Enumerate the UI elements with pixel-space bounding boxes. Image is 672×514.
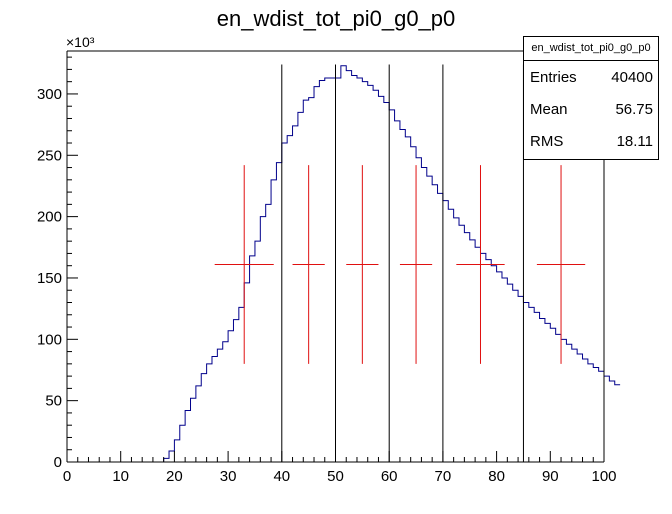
- x-tick-label: 60: [381, 468, 398, 485]
- x-tick-label: 20: [166, 468, 183, 485]
- x-tick-label: 100: [591, 468, 616, 485]
- error-point-4: [399, 165, 433, 364]
- error-point-1: [214, 165, 274, 364]
- x-tick-label: 30: [220, 468, 237, 485]
- x-tick-label: 10: [112, 468, 129, 485]
- stats-rms-label: RMS: [530, 133, 564, 150]
- stats-mean-label: Mean: [530, 101, 568, 118]
- chart-title: en_wdist_tot_pi0_g0_p0: [216, 6, 456, 31]
- x-tick-label: 70: [435, 468, 452, 485]
- y-tick-label: 200: [37, 209, 62, 226]
- y-tick-label: 0: [54, 454, 62, 471]
- error-point-2: [292, 165, 325, 364]
- stats-mean-value: 56.75: [615, 101, 653, 118]
- y-tick-label: 150: [37, 270, 62, 287]
- stats-rms-value: 18.11: [616, 133, 653, 150]
- x-tick-label: 50: [327, 468, 344, 485]
- y-tick-label: 300: [37, 86, 62, 103]
- y-tick-label: 50: [45, 393, 62, 410]
- error-point-6: [536, 165, 586, 364]
- stats-box-title: en_wdist_tot_pi0_g0_p0: [524, 37, 658, 61]
- y-tick-label: 250: [37, 147, 62, 164]
- stats-box: en_wdist_tot_pi0_g0_p0 Entries 40400 Mea…: [523, 36, 659, 160]
- error-point-5: [456, 165, 505, 364]
- stats-entries-label: Entries: [530, 69, 577, 86]
- error-point-3: [346, 165, 379, 364]
- stats-rms-row: RMS 18.11: [524, 125, 658, 157]
- x-tick-label: 0: [63, 468, 71, 485]
- x-tick-label: 80: [488, 468, 505, 485]
- stats-entries-row: Entries 40400: [524, 61, 658, 93]
- stats-mean-row: Mean 56.75: [524, 93, 658, 125]
- x-tick-label: 90: [542, 468, 559, 485]
- x-tick-label: 40: [273, 468, 290, 485]
- y-tick-label: 100: [37, 331, 62, 348]
- stats-entries-value: 40400: [611, 69, 653, 86]
- histogram-series: [67, 65, 621, 463]
- y-exponent-label: ×10³: [66, 34, 95, 50]
